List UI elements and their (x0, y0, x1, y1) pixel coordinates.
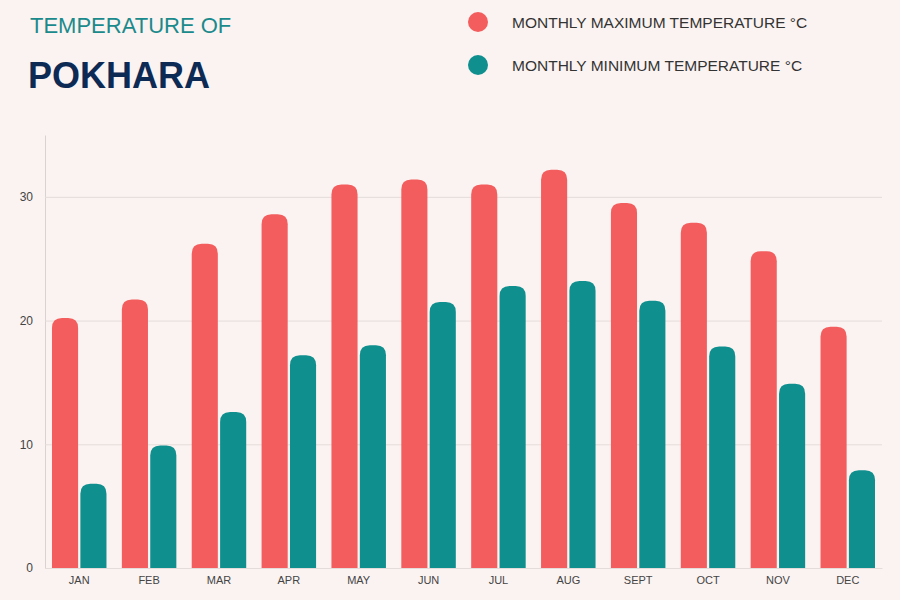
x-tick-label: JUN (418, 574, 439, 586)
grid-line (45, 197, 882, 198)
bar (471, 184, 497, 568)
y-tick: 30 (20, 190, 882, 204)
bar (430, 302, 456, 568)
x-tick-label: FEB (138, 574, 159, 586)
legend-marker (468, 55, 488, 75)
legend-marker (468, 12, 488, 32)
x-tick-label: SEPT (624, 574, 653, 586)
subtitle: TEMPERATURE OF (30, 13, 231, 38)
bar (709, 347, 735, 568)
bar (639, 301, 665, 568)
bar (150, 446, 176, 568)
x-tick: FEB (138, 568, 159, 586)
y-axis-line (45, 136, 46, 569)
y-axis: 0 10 20 30 (20, 136, 882, 576)
bar (779, 384, 805, 568)
x-tick-label: JUL (489, 574, 509, 586)
x-tick-label: JAN (69, 574, 90, 586)
x-tick-label: MAR (207, 574, 232, 586)
bar (500, 286, 526, 568)
bar (751, 251, 777, 568)
legend-label: MONTHLY MINIMUM TEMPERATURE °C (512, 57, 802, 74)
bar (401, 180, 427, 568)
legend: MONTHLY MAXIMUM TEMPERATURE °C MONTHLY MI… (468, 12, 807, 75)
x-tick-label: APR (278, 574, 301, 586)
x-tick: SEPT (624, 568, 653, 586)
bar (80, 484, 106, 568)
bar (611, 203, 637, 568)
x-tick: JUN (418, 568, 439, 586)
bar (569, 281, 595, 568)
bar (849, 470, 875, 568)
x-tick-label: AUG (556, 574, 580, 586)
x-tick-label: OCT (696, 574, 720, 586)
bar (681, 223, 707, 568)
x-tick: AUG (556, 568, 580, 586)
background (0, 0, 900, 600)
x-tick: JUL (489, 568, 509, 586)
x-tick: NOV (766, 568, 791, 586)
x-tick: DEC (836, 568, 859, 586)
bar (331, 184, 357, 568)
series (52, 170, 847, 568)
plot-area (52, 170, 875, 568)
y-tick-label: 20 (20, 314, 34, 328)
x-axis-line (46, 568, 883, 569)
x-axis: JAN FEB MAR APR MAY JUN JUL AUG SEPT OCT NOV DEC (46, 568, 883, 586)
bar (122, 300, 148, 568)
grid-line (45, 568, 882, 569)
bar (541, 170, 567, 568)
x-tick: MAY (347, 568, 371, 586)
y-tick-label: 0 (26, 561, 33, 575)
bar (262, 214, 288, 568)
x-tick-label: DEC (836, 574, 859, 586)
title: POKHARA (28, 55, 210, 96)
series (80, 281, 875, 568)
bar (821, 327, 847, 568)
y-tick-label: 10 (20, 438, 34, 452)
x-tick-label: NOV (766, 574, 791, 586)
bar (220, 412, 246, 568)
bar (192, 244, 218, 568)
x-tick: OCT (696, 568, 720, 586)
x-tick: APR (278, 568, 301, 586)
bar (360, 345, 386, 568)
bar (52, 318, 78, 568)
y-tick-label: 30 (20, 190, 34, 204)
legend-label: MONTHLY MAXIMUM TEMPERATURE °C (512, 14, 807, 31)
x-tick-label: MAY (347, 574, 371, 586)
x-tick: JAN (69, 568, 90, 586)
bar (290, 355, 316, 568)
chart: TEMPERATURE OF POKHARA 0 10 20 30 JAN FEB MAR APR… (0, 0, 900, 600)
x-tick: MAR (207, 568, 232, 586)
